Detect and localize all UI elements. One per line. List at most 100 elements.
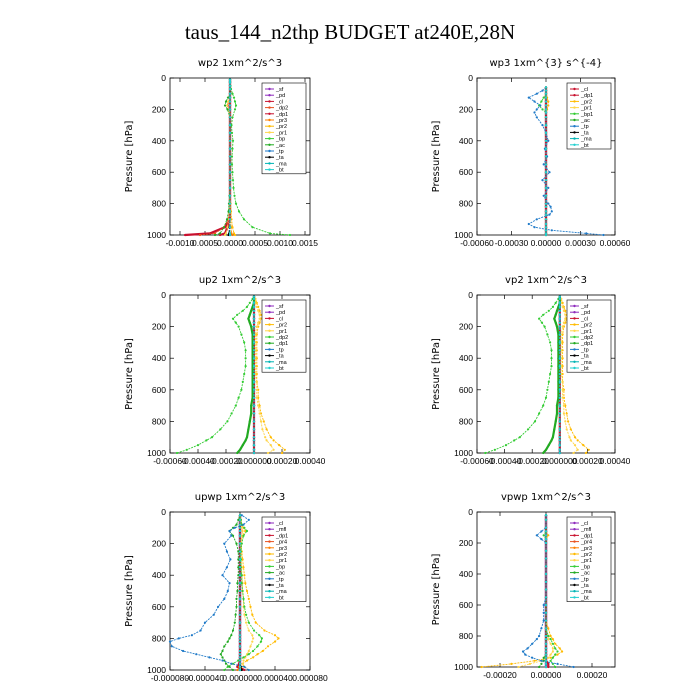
legend-entry: _ta bbox=[580, 354, 590, 360]
data-point bbox=[248, 321, 251, 324]
data-point bbox=[549, 642, 552, 645]
data-point bbox=[544, 108, 548, 111]
x-tick-label: 0.00060 bbox=[600, 238, 631, 248]
data-point bbox=[236, 313, 239, 316]
data-point bbox=[554, 313, 557, 316]
data-point bbox=[535, 116, 538, 119]
data-point bbox=[231, 668, 235, 672]
data-point bbox=[564, 317, 567, 320]
data-point bbox=[558, 451, 561, 455]
data-point bbox=[252, 341, 256, 344]
data-point bbox=[553, 317, 556, 320]
data-point bbox=[252, 297, 256, 300]
legend-marker bbox=[573, 106, 576, 109]
x-tick-label: 0.00020 bbox=[572, 456, 603, 466]
data-point bbox=[203, 621, 207, 624]
data-point bbox=[234, 202, 238, 205]
data-point bbox=[544, 638, 548, 641]
data-point bbox=[255, 388, 258, 391]
data-point bbox=[244, 349, 247, 352]
data-point bbox=[549, 372, 552, 376]
y-tick-label: 0 bbox=[468, 73, 473, 83]
legend-entry: _ac bbox=[580, 118, 590, 124]
data-point bbox=[212, 613, 215, 616]
y-tick-label: 800 bbox=[152, 416, 166, 426]
data-point bbox=[226, 420, 229, 423]
data-point bbox=[540, 530, 543, 533]
legend-marker bbox=[268, 546, 271, 549]
plot-frame bbox=[476, 294, 616, 454]
data-point bbox=[168, 640, 172, 643]
data-point bbox=[233, 233, 237, 237]
y-tick-label: 400 bbox=[152, 136, 166, 146]
data-point bbox=[240, 534, 243, 537]
legend-marker bbox=[268, 552, 271, 556]
y-tick-label: 1000 bbox=[454, 230, 473, 240]
legend-entry: _mfl bbox=[275, 527, 286, 533]
x-tick-label: -0.00020 bbox=[209, 456, 243, 466]
data-point bbox=[233, 194, 236, 197]
data-point bbox=[226, 96, 230, 99]
data-point bbox=[541, 108, 544, 111]
data-point bbox=[242, 656, 245, 659]
legend-entry: _ma bbox=[275, 161, 288, 167]
data-point bbox=[238, 629, 242, 632]
data-point bbox=[602, 233, 605, 237]
x-tick-label: -0.00040 bbox=[488, 456, 522, 466]
legend-entry: _pr3 bbox=[580, 546, 592, 552]
y-tick-label: 800 bbox=[459, 416, 473, 426]
data-point bbox=[244, 529, 247, 533]
legend-marker bbox=[573, 534, 576, 537]
data-point bbox=[544, 642, 548, 645]
series-line-dp1 bbox=[236, 296, 256, 454]
data-point bbox=[228, 116, 232, 119]
legend-entry: _sf bbox=[580, 304, 589, 310]
data-point bbox=[247, 621, 250, 624]
data-point bbox=[228, 171, 232, 174]
legend-entry: _cl bbox=[580, 316, 588, 322]
legend-marker bbox=[573, 323, 576, 326]
legend-entry: _ac bbox=[275, 571, 285, 577]
y-tick-label: 800 bbox=[459, 631, 473, 641]
legend-marker bbox=[573, 143, 576, 146]
data-point bbox=[572, 451, 575, 455]
data-point bbox=[544, 222, 548, 226]
legend-entry: _cl bbox=[580, 521, 588, 527]
data-point bbox=[237, 659, 240, 662]
x-tick-label: 0.00020 bbox=[267, 456, 298, 466]
data-point bbox=[252, 365, 256, 368]
data-point bbox=[224, 232, 228, 235]
data-point bbox=[247, 597, 250, 601]
legend-entry: _pr1 bbox=[580, 329, 592, 335]
data-point bbox=[231, 179, 235, 182]
legend-entry: _pr3 bbox=[275, 546, 287, 552]
data-point bbox=[558, 333, 561, 336]
data-point bbox=[251, 226, 254, 229]
data-point bbox=[235, 597, 238, 601]
data-point bbox=[226, 665, 229, 668]
legend-entry: _dp2 bbox=[275, 106, 288, 112]
data-point bbox=[238, 529, 242, 533]
y-tick-label: 1000 bbox=[454, 448, 473, 458]
legend-marker bbox=[573, 348, 576, 351]
data-point bbox=[262, 420, 265, 423]
data-point bbox=[551, 638, 555, 641]
data-point bbox=[544, 111, 548, 114]
y-tick-label: 1000 bbox=[147, 230, 166, 240]
data-point bbox=[558, 313, 561, 316]
data-point bbox=[544, 92, 548, 95]
data-point bbox=[542, 451, 545, 455]
page-title: taus_144_n2thp BUDGET at240E,28N bbox=[184, 20, 516, 44]
data-point bbox=[213, 233, 217, 237]
legend-marker bbox=[268, 100, 271, 103]
data-point bbox=[544, 147, 548, 150]
data-point bbox=[538, 634, 541, 638]
data-point bbox=[558, 341, 561, 344]
data-point bbox=[544, 518, 548, 521]
x-tick-label: 0.000000 bbox=[222, 673, 258, 683]
data-point bbox=[273, 634, 277, 637]
data-point bbox=[252, 349, 256, 352]
data-point bbox=[558, 321, 561, 324]
y-tick-label: 1000 bbox=[454, 662, 473, 672]
data-point bbox=[251, 613, 254, 616]
